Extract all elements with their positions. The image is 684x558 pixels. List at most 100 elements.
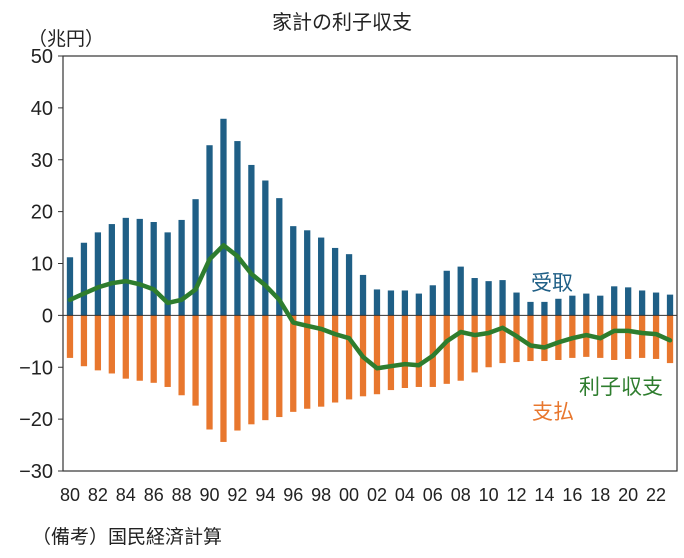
payments-bar xyxy=(401,315,409,388)
receipts-bar xyxy=(80,242,88,316)
x-tick-label: 96 xyxy=(283,485,303,505)
series-label-payments: 支払 xyxy=(532,400,574,424)
x-tick-label: 88 xyxy=(172,485,192,505)
receipts-bar xyxy=(276,198,283,316)
payments-bar xyxy=(108,315,115,374)
payments-bar xyxy=(164,315,171,387)
receipts-bar xyxy=(150,222,157,316)
payments-bar xyxy=(499,315,506,364)
receipts-bar xyxy=(94,232,102,316)
receipts-bar xyxy=(485,281,492,316)
receipts-bar xyxy=(429,285,436,316)
source-note: （備考）国民経済計算 xyxy=(32,526,223,548)
x-tick-label: 20 xyxy=(618,485,638,505)
receipts-bar xyxy=(499,280,506,316)
receipts-bar xyxy=(652,292,660,316)
receipts-bar xyxy=(583,293,590,316)
y-tick-label: −10 xyxy=(19,357,53,379)
y-tick-label: 50 xyxy=(31,46,53,68)
receipts-bar xyxy=(457,266,464,316)
receipts-bar xyxy=(401,290,409,316)
payments-bar xyxy=(345,315,353,400)
receipts-bar xyxy=(638,290,646,316)
payments-bar xyxy=(94,315,102,371)
payments-bar xyxy=(206,315,213,430)
receipts-bar xyxy=(666,294,674,316)
receipts-bar xyxy=(345,254,353,316)
payments-bar xyxy=(178,315,185,396)
payments-bar xyxy=(429,315,436,387)
y-tick-label: 0 xyxy=(42,305,53,327)
payments-bar xyxy=(638,315,646,358)
x-tick-label: 04 xyxy=(395,485,415,505)
receipts-bar xyxy=(192,199,199,316)
payments-bar xyxy=(443,315,450,384)
payments-bar xyxy=(234,315,241,431)
receipts-bar xyxy=(206,145,213,316)
payments-bar xyxy=(541,315,548,362)
y-tick-label: 40 xyxy=(31,98,53,120)
net-interest-line xyxy=(67,243,673,371)
receipts-bar xyxy=(66,257,74,316)
payments-bar xyxy=(318,315,325,407)
receipts-bar xyxy=(611,286,618,316)
receipts-bar xyxy=(290,226,297,316)
receipts-bar xyxy=(387,290,395,316)
y-tick-label: 20 xyxy=(31,202,53,224)
x-tick-label: 14 xyxy=(534,485,554,505)
x-tick-label: 84 xyxy=(116,485,136,505)
x-tick-label: 80 xyxy=(60,485,80,505)
payments-bar xyxy=(66,315,74,358)
y-tick-label: −30 xyxy=(19,461,53,483)
y-axis-unit-label: （兆円） xyxy=(28,28,105,50)
payments-bar xyxy=(555,315,562,360)
receipts-bar xyxy=(471,278,478,316)
x-tick-label: 90 xyxy=(200,485,220,505)
receipts-bar xyxy=(304,230,311,316)
payments-bar xyxy=(248,315,255,425)
receipts-bar xyxy=(262,180,269,316)
x-tick-label: 18 xyxy=(590,485,610,505)
receipts-bar xyxy=(555,298,562,316)
x-tick-label: 12 xyxy=(507,485,527,505)
payments-bar xyxy=(150,315,157,383)
receipts-bar xyxy=(569,295,576,316)
x-tick-label: 98 xyxy=(311,485,331,505)
x-tick-label: 00 xyxy=(339,485,359,505)
payments-bar xyxy=(527,315,534,362)
receipts-bar xyxy=(220,118,227,316)
payments-bar xyxy=(415,315,422,387)
payments-bar xyxy=(220,315,227,442)
x-tick-label: 02 xyxy=(367,485,387,505)
y-tick-label: 10 xyxy=(31,254,53,276)
payments-bar xyxy=(611,315,618,360)
y-tick-label: −20 xyxy=(19,409,53,431)
x-tick-label: 16 xyxy=(562,485,582,505)
x-tick-label: 82 xyxy=(88,485,108,505)
receipts-bar xyxy=(164,232,171,316)
receipts-bar xyxy=(443,270,450,316)
receipts-bar xyxy=(108,224,115,316)
receipts-bar xyxy=(625,287,632,316)
payments-bar xyxy=(625,315,632,359)
receipts-bar xyxy=(415,293,422,316)
x-tick-label: 92 xyxy=(227,485,247,505)
receipts-bar xyxy=(527,301,534,316)
payments-bar xyxy=(387,315,395,391)
y-tick-label: 30 xyxy=(31,150,53,172)
payments-bar xyxy=(262,315,269,421)
payments-bar xyxy=(80,315,88,367)
receipts-bar xyxy=(597,295,604,316)
payments-bar xyxy=(122,315,129,379)
payments-bar xyxy=(276,315,283,418)
series-label-receipts: 受取 xyxy=(531,271,573,295)
x-tick-label: 22 xyxy=(646,485,666,505)
receipts-bar xyxy=(136,218,143,316)
x-tick-label: 86 xyxy=(144,485,164,505)
receipts-bar xyxy=(359,274,367,316)
chart-title: 家計の利子収支 xyxy=(272,10,412,34)
payments-bar xyxy=(331,315,339,403)
series-label-net: 利子収支 xyxy=(579,375,663,399)
x-tick-label: 10 xyxy=(479,485,499,505)
